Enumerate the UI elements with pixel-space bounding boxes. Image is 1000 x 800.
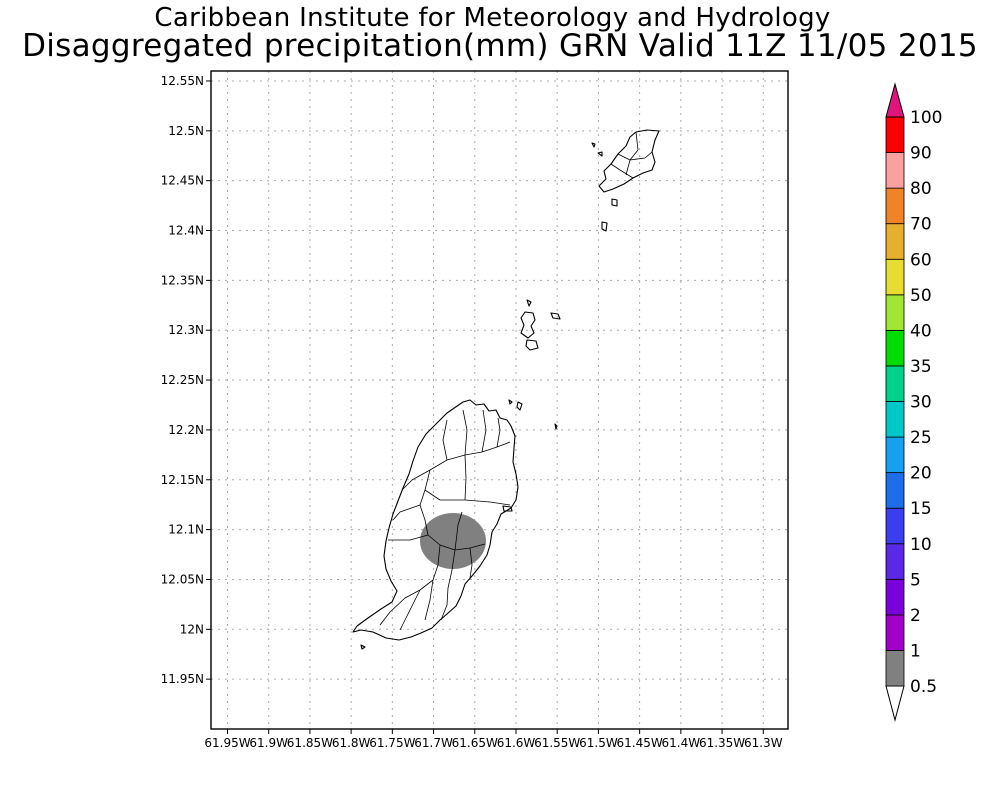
colorbar-label: 60: [910, 250, 932, 270]
colorbar-label: 2: [910, 606, 921, 626]
colorbar-label: 70: [910, 215, 932, 235]
grenada-islets: [360, 399, 558, 650]
lon-tick-label: 61.3W: [744, 736, 783, 750]
colorbar-label: 90: [910, 144, 932, 164]
colorbar-label: 10: [910, 535, 932, 555]
lon-tick-label: 61.9W: [249, 736, 288, 750]
colorbar-swatch: [885, 507, 905, 545]
colorbar-swatch: [885, 472, 905, 509]
lon-tick-label: 61.35W: [699, 736, 745, 750]
grenada-island: [352, 399, 558, 650]
colorbar-label: 20: [910, 464, 932, 484]
colorbar-swatch: [885, 258, 905, 296]
lon-tick-label: 61.85W: [287, 736, 333, 750]
diamond-rock: [526, 299, 561, 320]
lat-tick-label: 12.15N: [161, 473, 204, 487]
colorbar-label: 35: [910, 357, 932, 377]
carriacou-islets: [591, 142, 618, 232]
colorbar-label: 1: [910, 641, 921, 661]
longitude-tick-labels: 61.95W61.9W61.85W61.8W61.75W61.7W61.65W6…: [204, 729, 783, 750]
colorbar-swatch: [885, 401, 905, 438]
lon-tick-label: 61.75W: [369, 736, 415, 750]
lon-tick-label: 61.6W: [497, 736, 536, 750]
lon-tick-label: 61.65W: [452, 736, 498, 750]
lon-tick-label: 61.8W: [332, 736, 371, 750]
colorbar-swatch: [885, 650, 905, 687]
ronde-island: [520, 311, 536, 339]
lat-tick-label: 12.3N: [168, 323, 204, 337]
lon-tick-label: 61.5W: [579, 736, 618, 750]
lat-tick-label: 12.1N: [168, 523, 204, 537]
carriacou-coastline: [598, 129, 660, 193]
lat-tick-label: 12N: [180, 622, 204, 636]
map-title: Caribbean Institute for Meteorology and …: [154, 3, 831, 33]
colorbar-swatch: [885, 187, 905, 225]
colorbar-low-end: [885, 685, 905, 722]
lon-tick-label: 61.95W: [204, 736, 250, 750]
precip-area-0-5-to-1mm: [420, 513, 486, 569]
lat-tick-label: 12.35N: [161, 273, 204, 287]
map-frame: [210, 70, 789, 730]
lat-tick-label: 12.25N: [161, 373, 204, 387]
caille-island: [525, 339, 539, 351]
colorbar-swatch: [885, 614, 905, 651]
lon-tick-label: 61.55W: [534, 736, 580, 750]
colorbar-swatch: [885, 365, 905, 402]
colorbar-label: 100: [910, 108, 942, 128]
latitude-tick-labels: 12.55N 12.5N 12.45N 12.4N 12.35N 12.3N 12.25N 1…: [161, 74, 211, 686]
colorbar-label: 0.5: [910, 677, 937, 697]
colorbar-swatch: [885, 436, 905, 474]
colorbar-label: 40: [910, 321, 932, 341]
lat-tick-label: 12.2N: [168, 423, 204, 437]
lon-tick-label: 61.4W: [662, 736, 701, 750]
colorbar-swatch: [885, 152, 905, 189]
carriacou-island: [591, 129, 660, 232]
colorbar-swatch: [885, 543, 905, 580]
map-gridlines: [211, 71, 788, 729]
carriacou-boundaries: [610, 131, 653, 179]
colorbar-swatch: [885, 116, 905, 153]
lat-tick-label: 12.45N: [161, 174, 204, 188]
lat-tick-label: 12.05N: [161, 572, 204, 586]
colorbar-label: 25: [910, 428, 932, 448]
map-subtitle: Disaggregated precipitation(mm) GRN Vali…: [22, 28, 978, 64]
colorbar-swatch: [885, 329, 905, 367]
lat-tick-label: 12.5N: [168, 124, 204, 138]
colorbar-swatch: [885, 294, 905, 331]
grenada-boundaries: [379, 409, 511, 631]
colorbar-high-end: [885, 82, 905, 118]
colorbar-swatch: [885, 223, 905, 260]
colorbar-label: 50: [910, 286, 932, 306]
colorbar-label: 30: [910, 393, 932, 413]
colorbar-swatch: [885, 578, 905, 616]
grenadine-islets: [520, 299, 561, 351]
colorbar-label: 15: [910, 499, 932, 519]
lon-tick-label: 61.7W: [414, 736, 453, 750]
colorbar-label: 80: [910, 179, 932, 199]
colorbar-label: 5: [910, 570, 921, 590]
lat-tick-label: 11.95N: [161, 672, 204, 686]
lat-tick-label: 12.55N: [161, 74, 204, 88]
lat-tick-label: 12.4N: [168, 224, 204, 238]
grenada-coastline: [352, 399, 519, 641]
lon-tick-label: 61.45W: [617, 736, 663, 750]
